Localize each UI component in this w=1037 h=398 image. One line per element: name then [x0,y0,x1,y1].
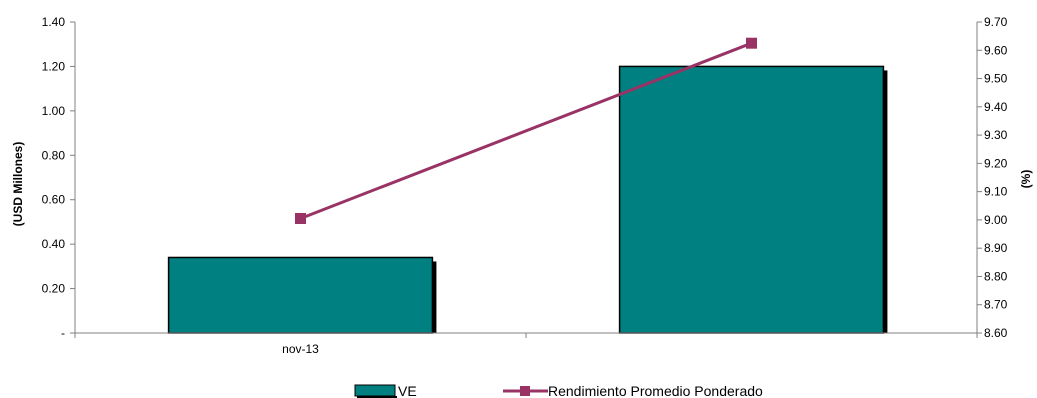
y2-tick-label: 9.70 [984,15,1008,29]
y-tick-label: - [61,326,65,340]
y2-tick-label: 9.30 [984,128,1008,142]
y2-tick-label: 8.60 [984,326,1008,340]
y2-tick-label: 9.10 [984,185,1008,199]
y-tick-label: 0.40 [42,237,66,251]
y-tick-label: 1.20 [42,59,66,73]
y2-tick-label: 9.00 [984,213,1008,227]
line-series [295,37,757,224]
y2-tick-label: 8.90 [984,241,1008,255]
line-point [295,212,306,224]
legend-swatch-marker [520,386,530,396]
y2-tick-label: 9.60 [984,43,1008,57]
line-point [746,37,757,49]
y-tick-label: 0.60 [42,193,66,207]
line-path [299,41,753,220]
y2-tick-label: 8.80 [984,269,1008,283]
y-tick-label: 1.00 [42,104,66,118]
bar-series [167,65,888,334]
legend-label-rendimiento: Rendimiento Promedio Ponderado [548,383,763,398]
y-tick-label: 1.40 [42,15,66,29]
axes [70,21,982,338]
x-tick-label: nov-13 [282,342,319,356]
legend-label-ve: VE [398,383,417,398]
y2-tick-label: 8.70 [984,298,1008,312]
bar [167,256,434,334]
legend: VE Rendimiento Promedio Ponderado [354,383,763,398]
tick-labels: - 0.20 0.40 0.60 0.80 1.00 1.20 1.40 8.60 8.70 8.8… [42,15,1008,356]
y2-tick-label: 9.50 [984,72,1008,86]
y-tick-label: 0.20 [42,282,66,296]
y-tick-label: 0.80 [42,148,66,162]
y2-tick-label: 9.40 [984,100,1008,114]
bar [618,65,885,334]
y2-tick-label: 9.20 [984,156,1008,170]
legend-swatch-ve [354,384,396,397]
y-axis-title: (USD Millones) [11,142,25,227]
y2-axis-title: (%) [1019,170,1033,189]
